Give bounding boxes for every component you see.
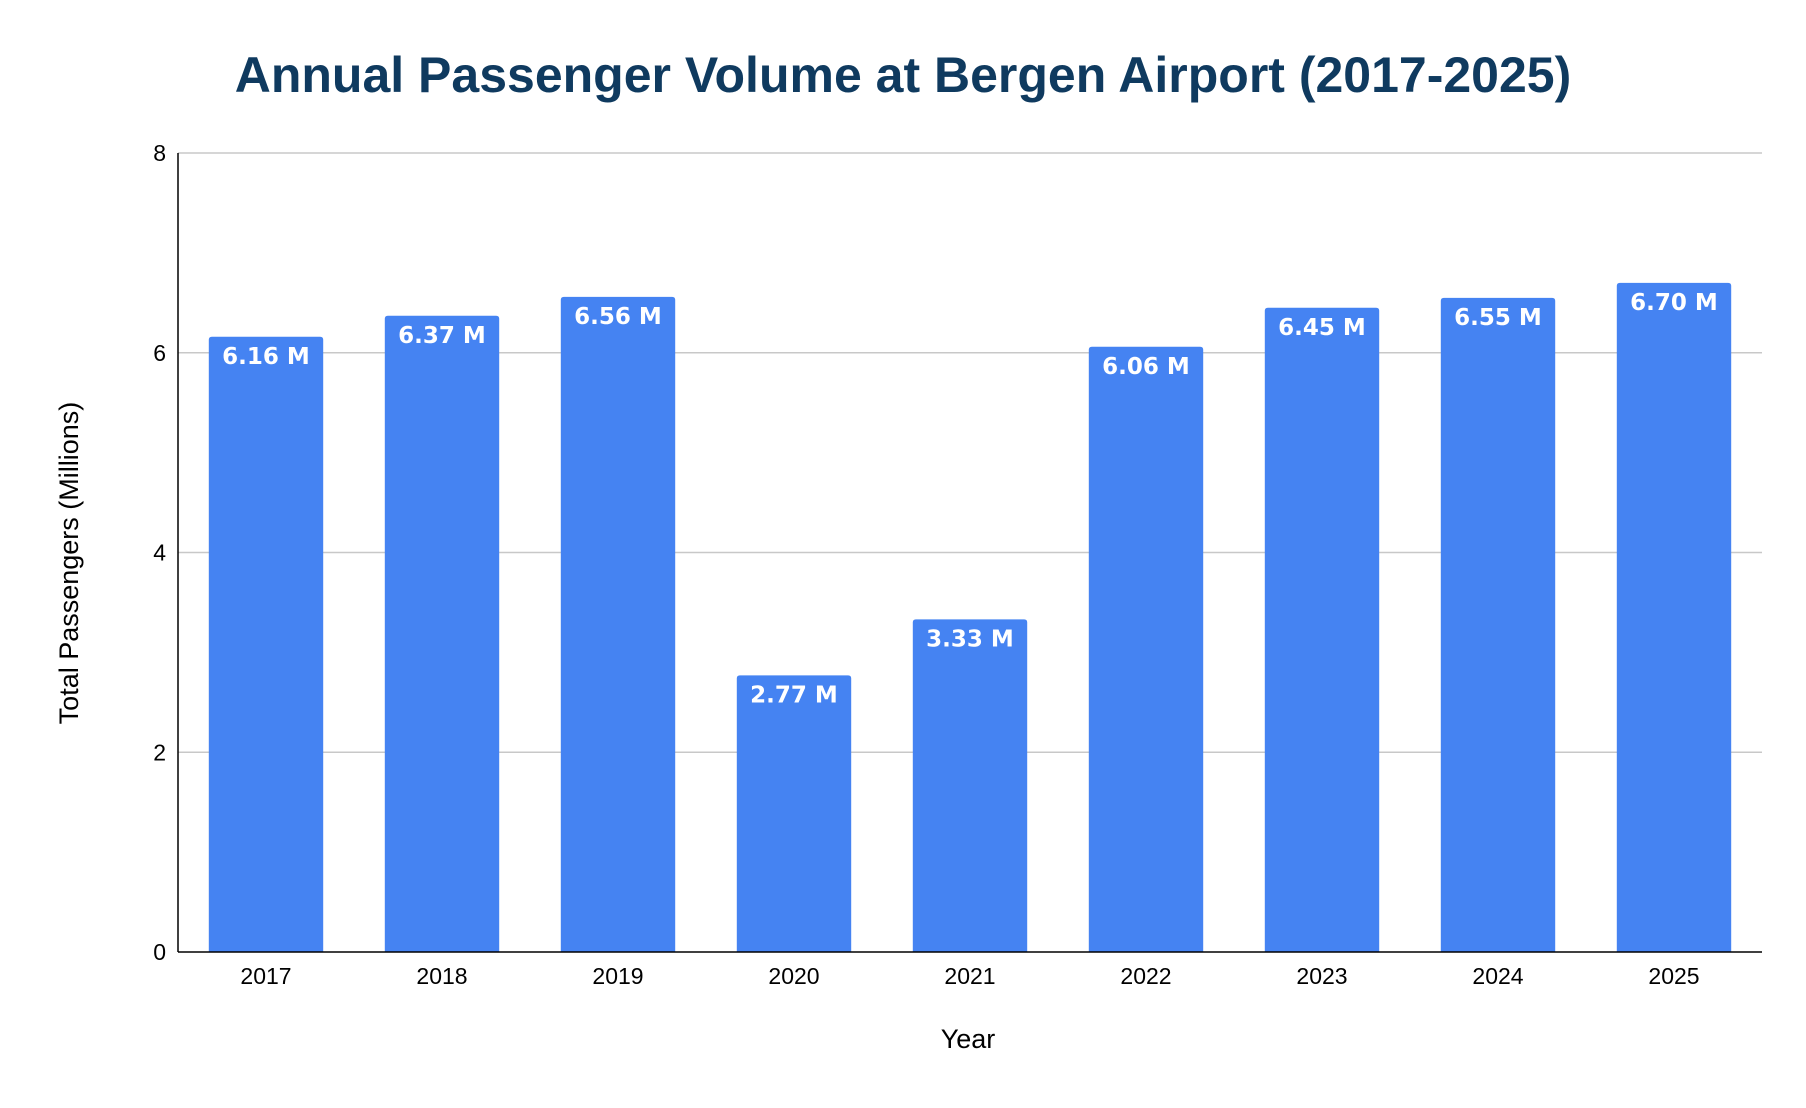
- axes: [177, 153, 1762, 953]
- x-tick-label-2021: 2021: [944, 963, 995, 989]
- x-tick-label-2017: 2017: [240, 963, 291, 989]
- data-label-2020: 2.77 M: [750, 682, 838, 708]
- y-tick-labels: 0 2 4 6 8: [153, 140, 166, 965]
- x-tick-labels: 2017 2018 2019 2020 2021 2022 2023 2024 2025: [240, 963, 1699, 989]
- data-label-2022: 6.06 M: [1102, 354, 1190, 380]
- bar-2023: [1264, 307, 1380, 952]
- y-tick-label-2: 2: [153, 739, 166, 765]
- y-tick-label-6: 6: [153, 340, 166, 366]
- bars: [208, 282, 1732, 953]
- bar-2020: [736, 675, 852, 952]
- bar-2024: [1440, 297, 1556, 953]
- data-label-2018: 6.37 M: [398, 323, 486, 349]
- x-tick-label-2019: 2019: [592, 963, 643, 989]
- x-tick-label-2023: 2023: [1296, 963, 1347, 989]
- data-label-2019: 6.56 M: [574, 304, 662, 330]
- x-tick-label-2025: 2025: [1648, 963, 1699, 989]
- data-label-2017: 6.16 M: [222, 344, 310, 370]
- chart-title: Annual Passenger Volume at Bergen Airpor…: [235, 47, 1572, 103]
- bar-2021: [912, 619, 1028, 952]
- bar-2017: [208, 336, 324, 952]
- bar-2019: [560, 296, 676, 952]
- x-tick-label-2018: 2018: [416, 963, 467, 989]
- data-label-2021: 3.33 M: [926, 626, 1014, 652]
- bar-2025: [1616, 282, 1732, 952]
- y-axis-title: Total Passengers (Millions): [54, 402, 84, 725]
- data-label-2024: 6.55 M: [1454, 305, 1542, 331]
- x-tick-label-2020: 2020: [768, 963, 819, 989]
- x-axis-title: Year: [941, 1024, 996, 1054]
- y-tick-label-0: 0: [153, 939, 166, 965]
- x-tick-label-2024: 2024: [1472, 963, 1523, 989]
- x-tick-label-2022: 2022: [1120, 963, 1171, 989]
- bar-2022: [1088, 346, 1204, 952]
- bar-2018: [384, 315, 500, 952]
- y-tick-label-8: 8: [153, 140, 166, 166]
- y-tick-label-4: 4: [153, 540, 166, 566]
- data-label-2023: 6.45 M: [1278, 315, 1366, 341]
- data-label-2025: 6.70 M: [1630, 290, 1718, 316]
- data-labels: 6.16 M 6.37 M 6.56 M 2.77 M 3.33 M 6.06 M 6.45…: [222, 290, 1718, 709]
